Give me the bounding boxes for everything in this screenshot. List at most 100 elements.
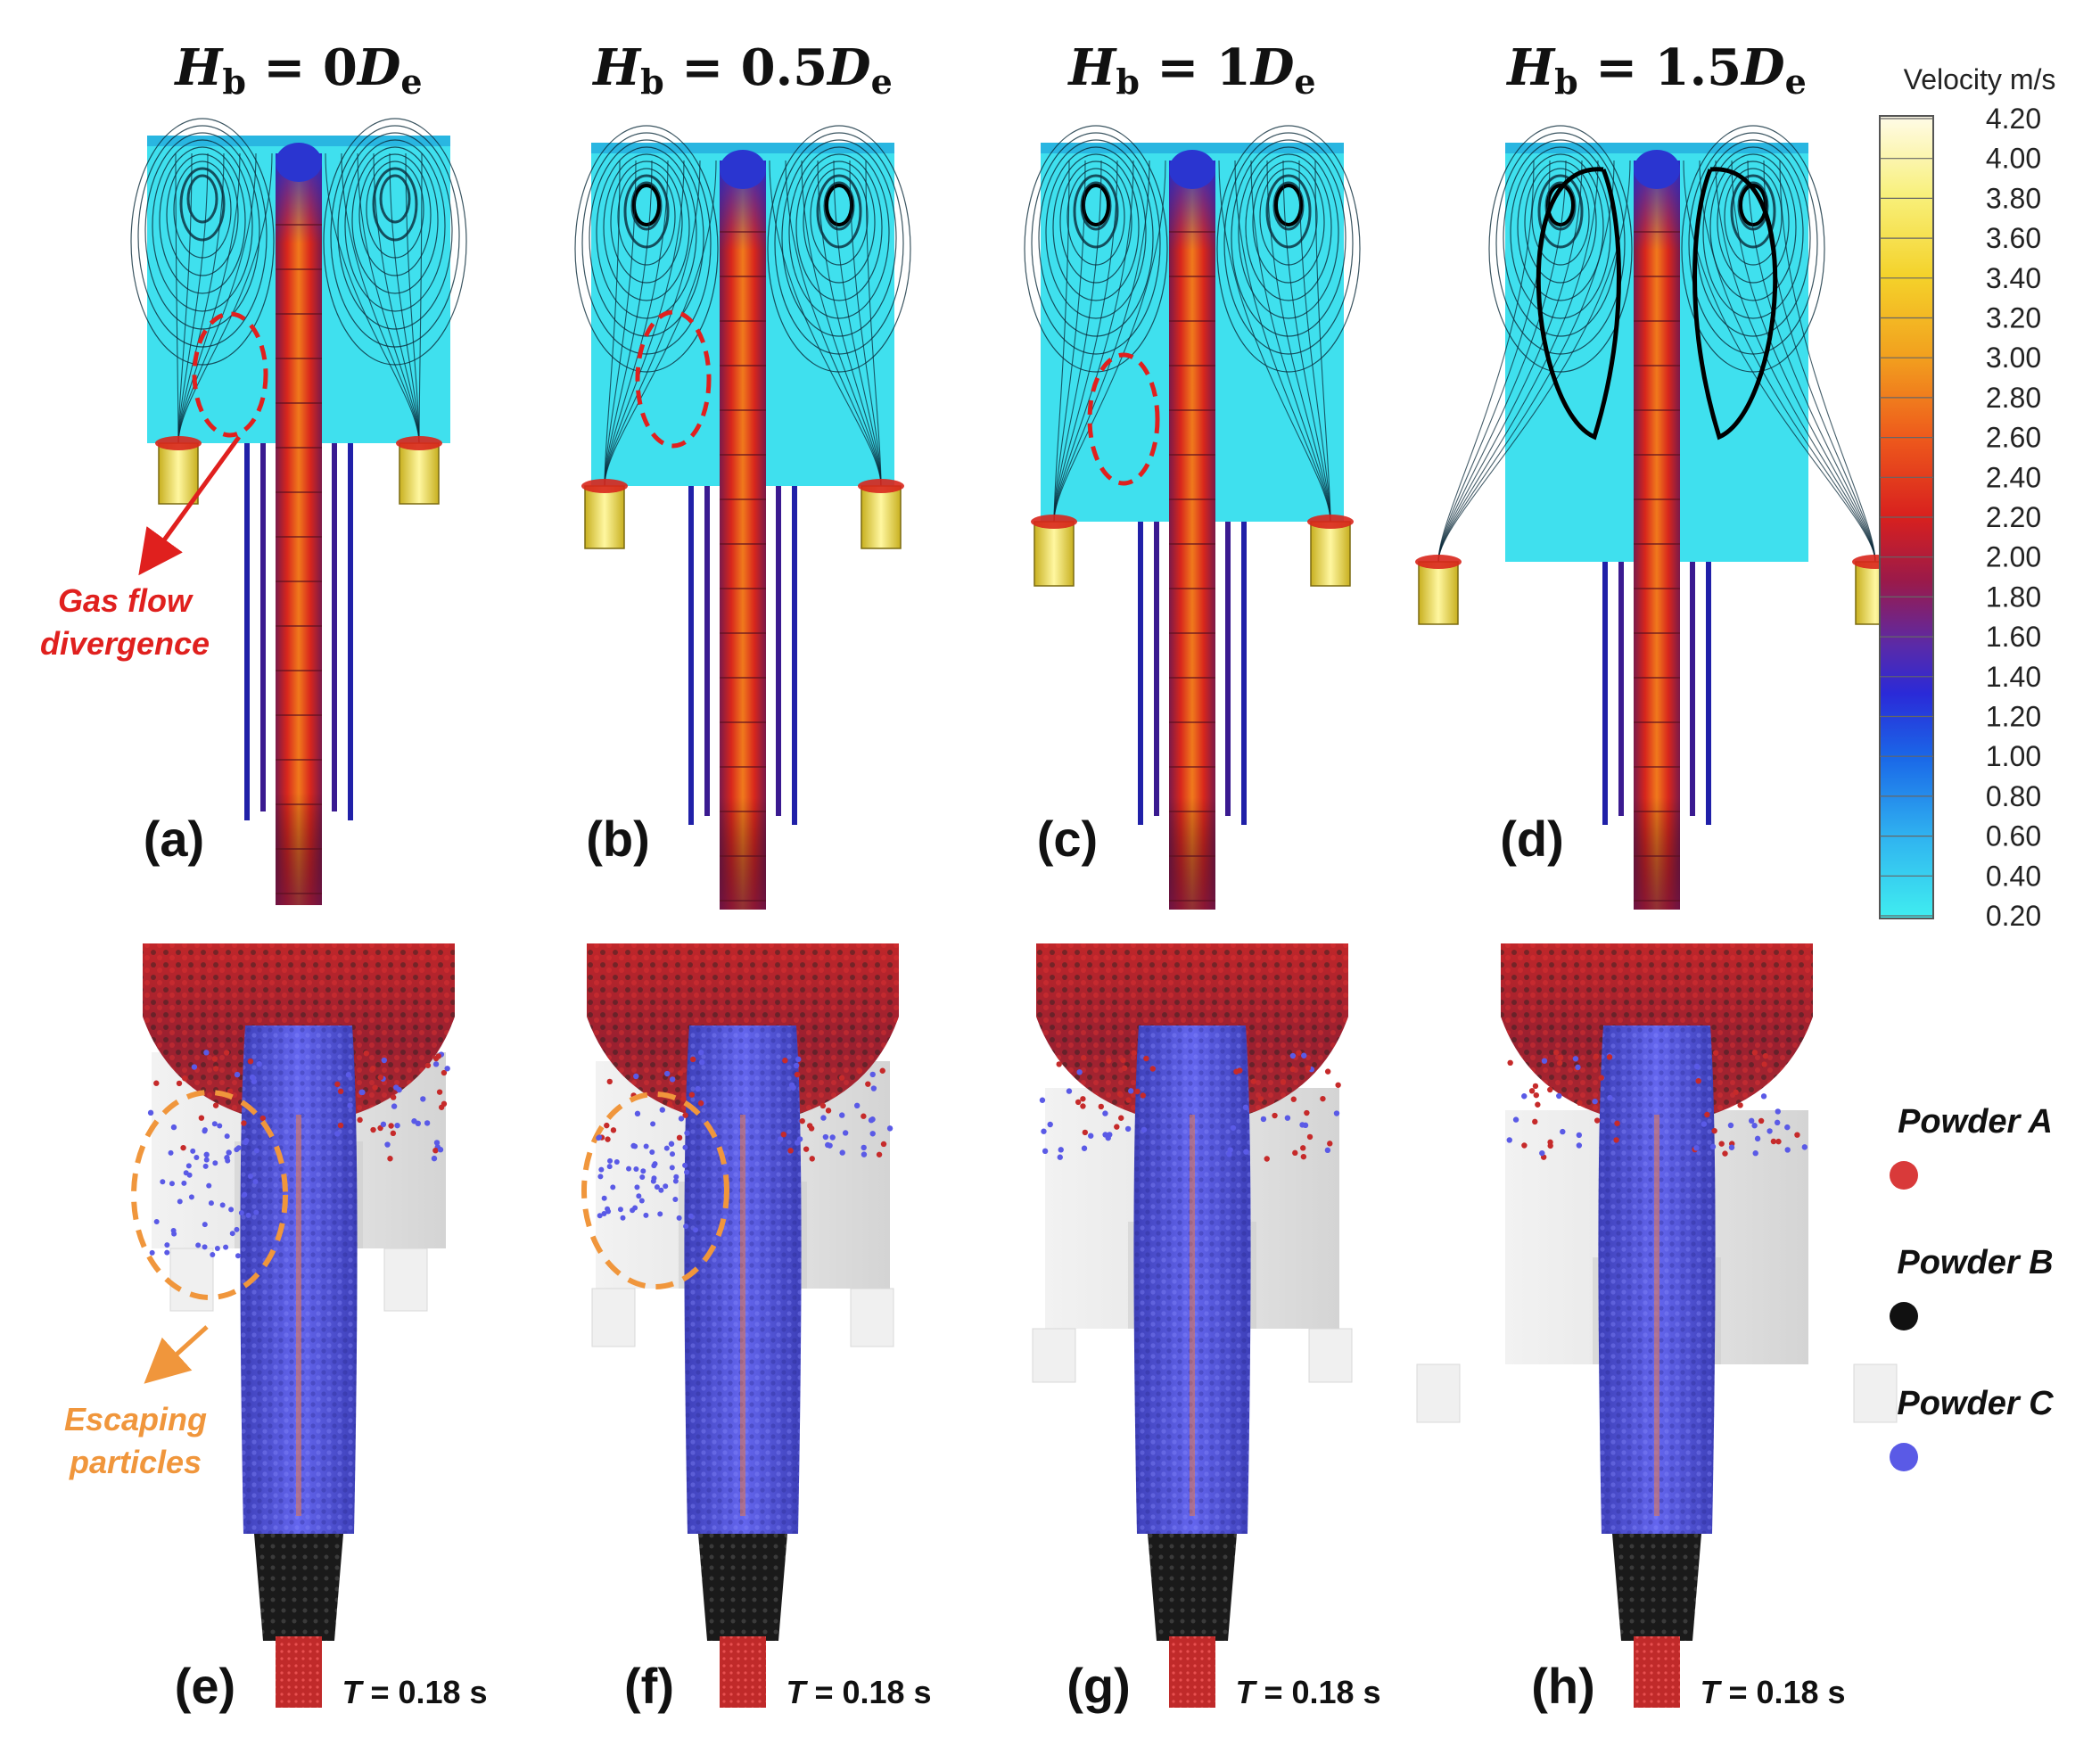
particle [1794,1132,1800,1138]
gas-flow-arrow [138,435,242,576]
vortex-streamline [379,174,411,224]
particle [182,1075,188,1082]
particle [633,1073,639,1080]
inlet-rim [396,436,442,450]
particle [1272,1112,1278,1119]
particle [795,1056,802,1063]
escaping-particle [607,1157,614,1164]
streamline [1053,160,1102,523]
escaping-particle [682,1162,688,1168]
vortex-streamline [803,161,876,284]
header-d: D [1249,38,1295,97]
escaping-particle [224,1133,230,1140]
streamline [1731,160,1876,563]
particle [809,1156,815,1162]
streamline [1747,160,1876,563]
particle [1125,1097,1132,1103]
central-jet-shade [276,153,322,905]
vortex-streamline [603,153,690,301]
colorbar-tick-label: 4.20 [1986,103,2041,135]
escaping-particle [640,1168,646,1174]
particle [1728,1144,1735,1150]
particle [1607,1094,1613,1101]
inlet-rim [1031,515,1077,529]
vortex-streamline [337,132,453,330]
particle [1575,1064,1581,1071]
streamline [405,152,420,444]
particle [879,1067,885,1074]
particle [1722,1150,1728,1157]
header-sub: b [222,62,246,102]
colorbar-tick-label: 2.80 [1986,382,2041,414]
vortex-streamline [1038,139,1154,337]
escaping-particle [183,1170,189,1176]
particle [1080,1096,1086,1102]
vortex-streamline [1080,181,1112,231]
time-label: T = 0.18 s [342,1674,487,1710]
vortex-streamline [137,125,268,348]
particle [1784,1147,1791,1153]
legend-label: Powder C [1897,1385,2054,1422]
escaping-particle [597,1213,603,1219]
vortex-streamline [1216,125,1361,373]
streamline [1053,160,1070,523]
escaping-particle [630,1207,636,1214]
particle [869,1116,876,1123]
particle [1127,1088,1134,1094]
vortex-streamline [1709,153,1797,301]
streamline [785,160,882,487]
particle [782,1058,788,1064]
vortex-streamline [1531,168,1590,266]
particle-panel-1: (e) T = 0.18 s [143,943,488,1714]
particle [247,1058,254,1065]
particle [1762,1053,1769,1059]
vortex-streamline [144,132,260,330]
particle [1784,1124,1791,1131]
particle [794,1071,801,1078]
particle [249,1074,256,1081]
escaping-particle [203,1157,210,1163]
streamline [1437,160,1567,563]
particle-panel-4: (h) T = 0.18 s [1416,943,1898,1714]
escaping-particle [206,1182,212,1189]
escaping-particle [684,1169,690,1175]
particle [1749,1117,1755,1124]
particle [377,1074,383,1081]
particle [659,1107,666,1113]
particle [1141,1126,1148,1133]
particle [1801,1144,1808,1150]
escaping-particle [688,1213,694,1219]
particle [838,1075,845,1081]
streamline [389,152,420,444]
escaping-particle [597,1174,604,1180]
inlet-peg [1853,1363,1898,1423]
header-var: H [591,38,642,97]
escaping-particle [669,1165,675,1171]
header-dsub: e [871,62,893,102]
escaping-particle [672,1178,679,1184]
particle [1289,1066,1296,1073]
jet-head [276,143,322,182]
inlet-rim [1415,555,1462,569]
particle [1701,1121,1708,1127]
escaping-particle [181,1180,187,1186]
particle [1533,1091,1539,1099]
escaping-particle [657,1211,663,1217]
particle [1080,1103,1086,1109]
escaping-particle [649,1149,655,1155]
particle [1557,1054,1564,1061]
escaping-particle [606,1164,613,1170]
header-1: Hb = 0De [173,38,422,102]
particle [1105,1134,1111,1141]
particle [234,1071,241,1078]
particle [856,1067,863,1075]
particle [688,1091,696,1098]
escaping-particle [164,1242,170,1248]
vortex-streamline [1517,153,1604,301]
particle [211,1056,218,1062]
streamline [1437,160,1615,563]
particle [334,1081,341,1088]
particle [1114,1124,1120,1130]
escaping-particle [252,1179,259,1185]
escaping-particle [676,1215,682,1221]
